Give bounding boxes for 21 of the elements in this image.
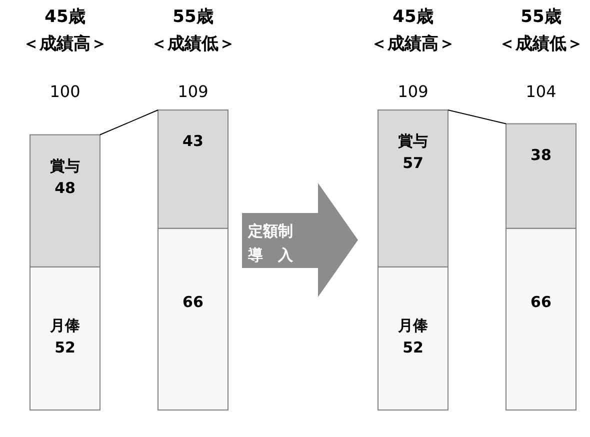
x-tick-label: 45歳＜成績高＞ xyxy=(22,7,108,54)
data-label: 48 xyxy=(54,178,76,197)
x-tick-label: 55歳＜成績低＞ xyxy=(498,7,584,54)
data-label: 57 xyxy=(402,154,424,172)
x-tick-label: 45歳＜成績高＞ xyxy=(370,7,456,54)
total-label: 109 xyxy=(398,82,428,101)
series-label: 賞与 xyxy=(50,156,80,175)
total-label: 104 xyxy=(526,82,556,101)
total-label: 109 xyxy=(178,82,208,101)
x-tick-label: 55歳＜成績低＞ xyxy=(150,7,236,54)
data-label: 66 xyxy=(530,293,552,312)
series-label: 賞与 xyxy=(398,132,428,150)
data-label: 38 xyxy=(530,146,552,164)
data-label: 52 xyxy=(54,338,76,356)
total-label: 100 xyxy=(50,82,80,101)
data-label: 66 xyxy=(182,293,204,312)
series-label: 月俸 xyxy=(397,316,430,334)
data-label: 52 xyxy=(402,338,424,356)
series-label: 月俸 xyxy=(49,316,82,334)
annotation: 定額制導 入 xyxy=(247,222,294,264)
data-label: 43 xyxy=(182,132,204,150)
